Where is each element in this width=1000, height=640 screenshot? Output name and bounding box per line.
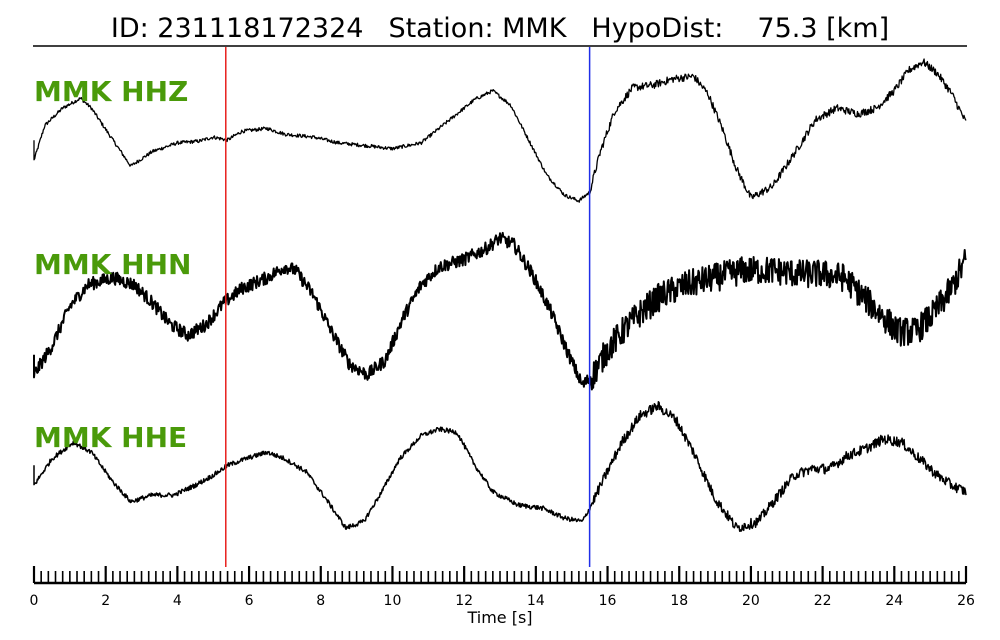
x-tick-label: 8 [316, 593, 325, 609]
title-hypodist-value: 75.3 [km] [757, 13, 889, 44]
channel-labels-group: MMK HHZ MMK HHN MMK HHE [34, 75, 191, 454]
trace-line [33, 58, 967, 203]
x-tick-label: 16 [599, 593, 617, 609]
trace-line [33, 400, 967, 532]
title-event-id: ID: 231118172324 [111, 13, 364, 44]
trace-line [33, 231, 967, 391]
channel-label: MMK HHZ [34, 75, 188, 108]
x-tick-label: 2 [101, 593, 110, 609]
picks-group [225, 47, 591, 567]
channel-label: MMK HHN [34, 248, 191, 281]
x-tick-label: 12 [455, 593, 473, 609]
x-axis-label: Time [s] [466, 608, 532, 627]
title-station: Station: MMK [388, 13, 567, 44]
x-tick-label: 0 [30, 593, 39, 609]
x-tick-label: 26 [957, 593, 975, 609]
time-axis: 0 2 4 6 8 10 12 14 16 18 20 22 24 26 [30, 566, 975, 609]
channel-label: MMK HHE [34, 421, 187, 454]
x-tick-label: 18 [670, 593, 688, 609]
x-tick-label: 22 [814, 593, 832, 609]
chart-title: ID: 231118172324 Station: MMK HypoDist: 75.… [111, 13, 889, 44]
x-tick-label: 4 [173, 593, 182, 609]
traces-group [33, 58, 967, 532]
x-tick-label: 24 [885, 593, 903, 609]
x-tick-label: 6 [245, 593, 254, 609]
x-tick-label: 10 [384, 593, 402, 609]
x-tick-label: 14 [527, 593, 545, 609]
x-tick-label: 20 [742, 593, 760, 609]
title-hypodist-label: HypoDist: [591, 13, 723, 44]
